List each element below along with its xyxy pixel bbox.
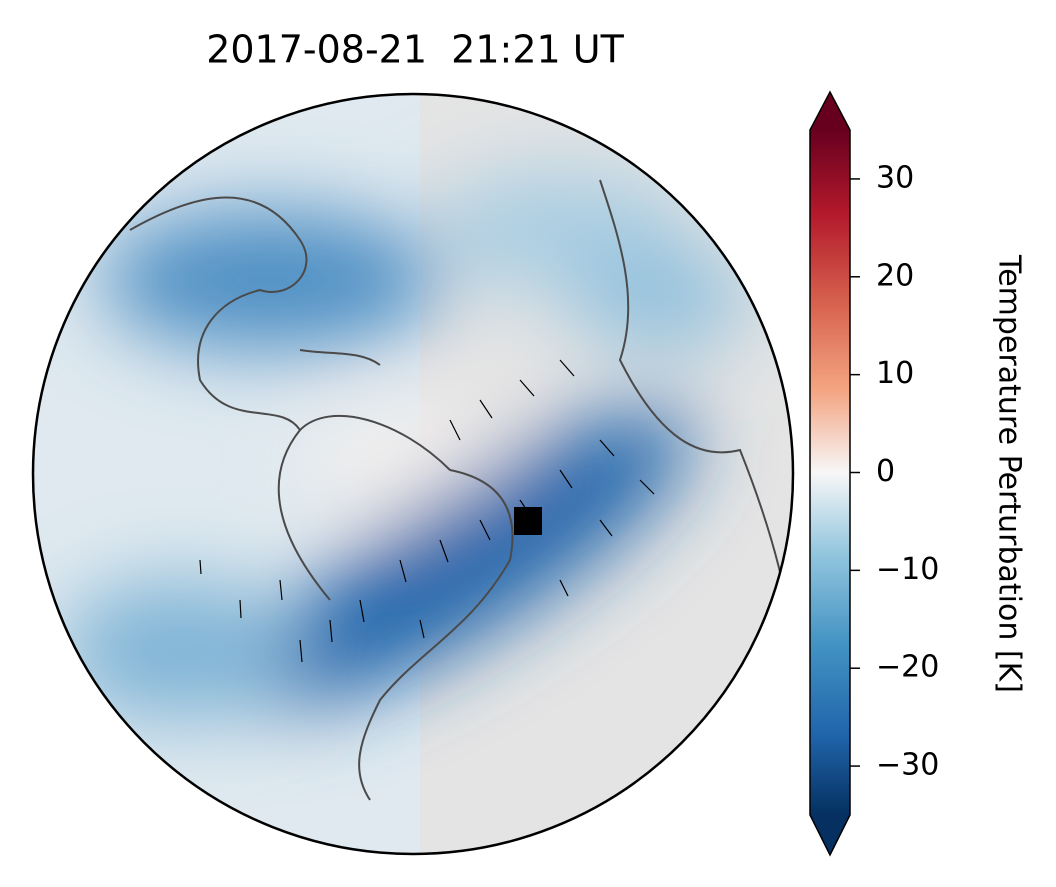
colorbar-tick-label: 30 xyxy=(876,160,914,195)
colorbar-extend-top xyxy=(810,92,850,130)
colorbar-tick-label: −20 xyxy=(876,650,939,685)
colorbar-tick-label: 10 xyxy=(876,356,914,391)
colorbar-outline xyxy=(809,90,851,857)
colorbar-tick-label: −30 xyxy=(876,748,939,783)
colorbar-tick-label: 0 xyxy=(876,454,895,489)
globe-outline xyxy=(31,92,795,856)
globe xyxy=(33,94,793,854)
site-marker xyxy=(514,507,542,535)
colorbar-tick-label: −10 xyxy=(876,552,939,587)
colorbar-label: Temperature Perturbation [K] xyxy=(992,254,1027,693)
colorbar-extend-bottom xyxy=(810,815,850,855)
colorbar-tick-label: 20 xyxy=(876,258,914,293)
colorbar-body xyxy=(810,130,850,815)
map-title: 2017-08-21 21:21 UT xyxy=(206,28,624,72)
colorbar xyxy=(809,90,851,857)
